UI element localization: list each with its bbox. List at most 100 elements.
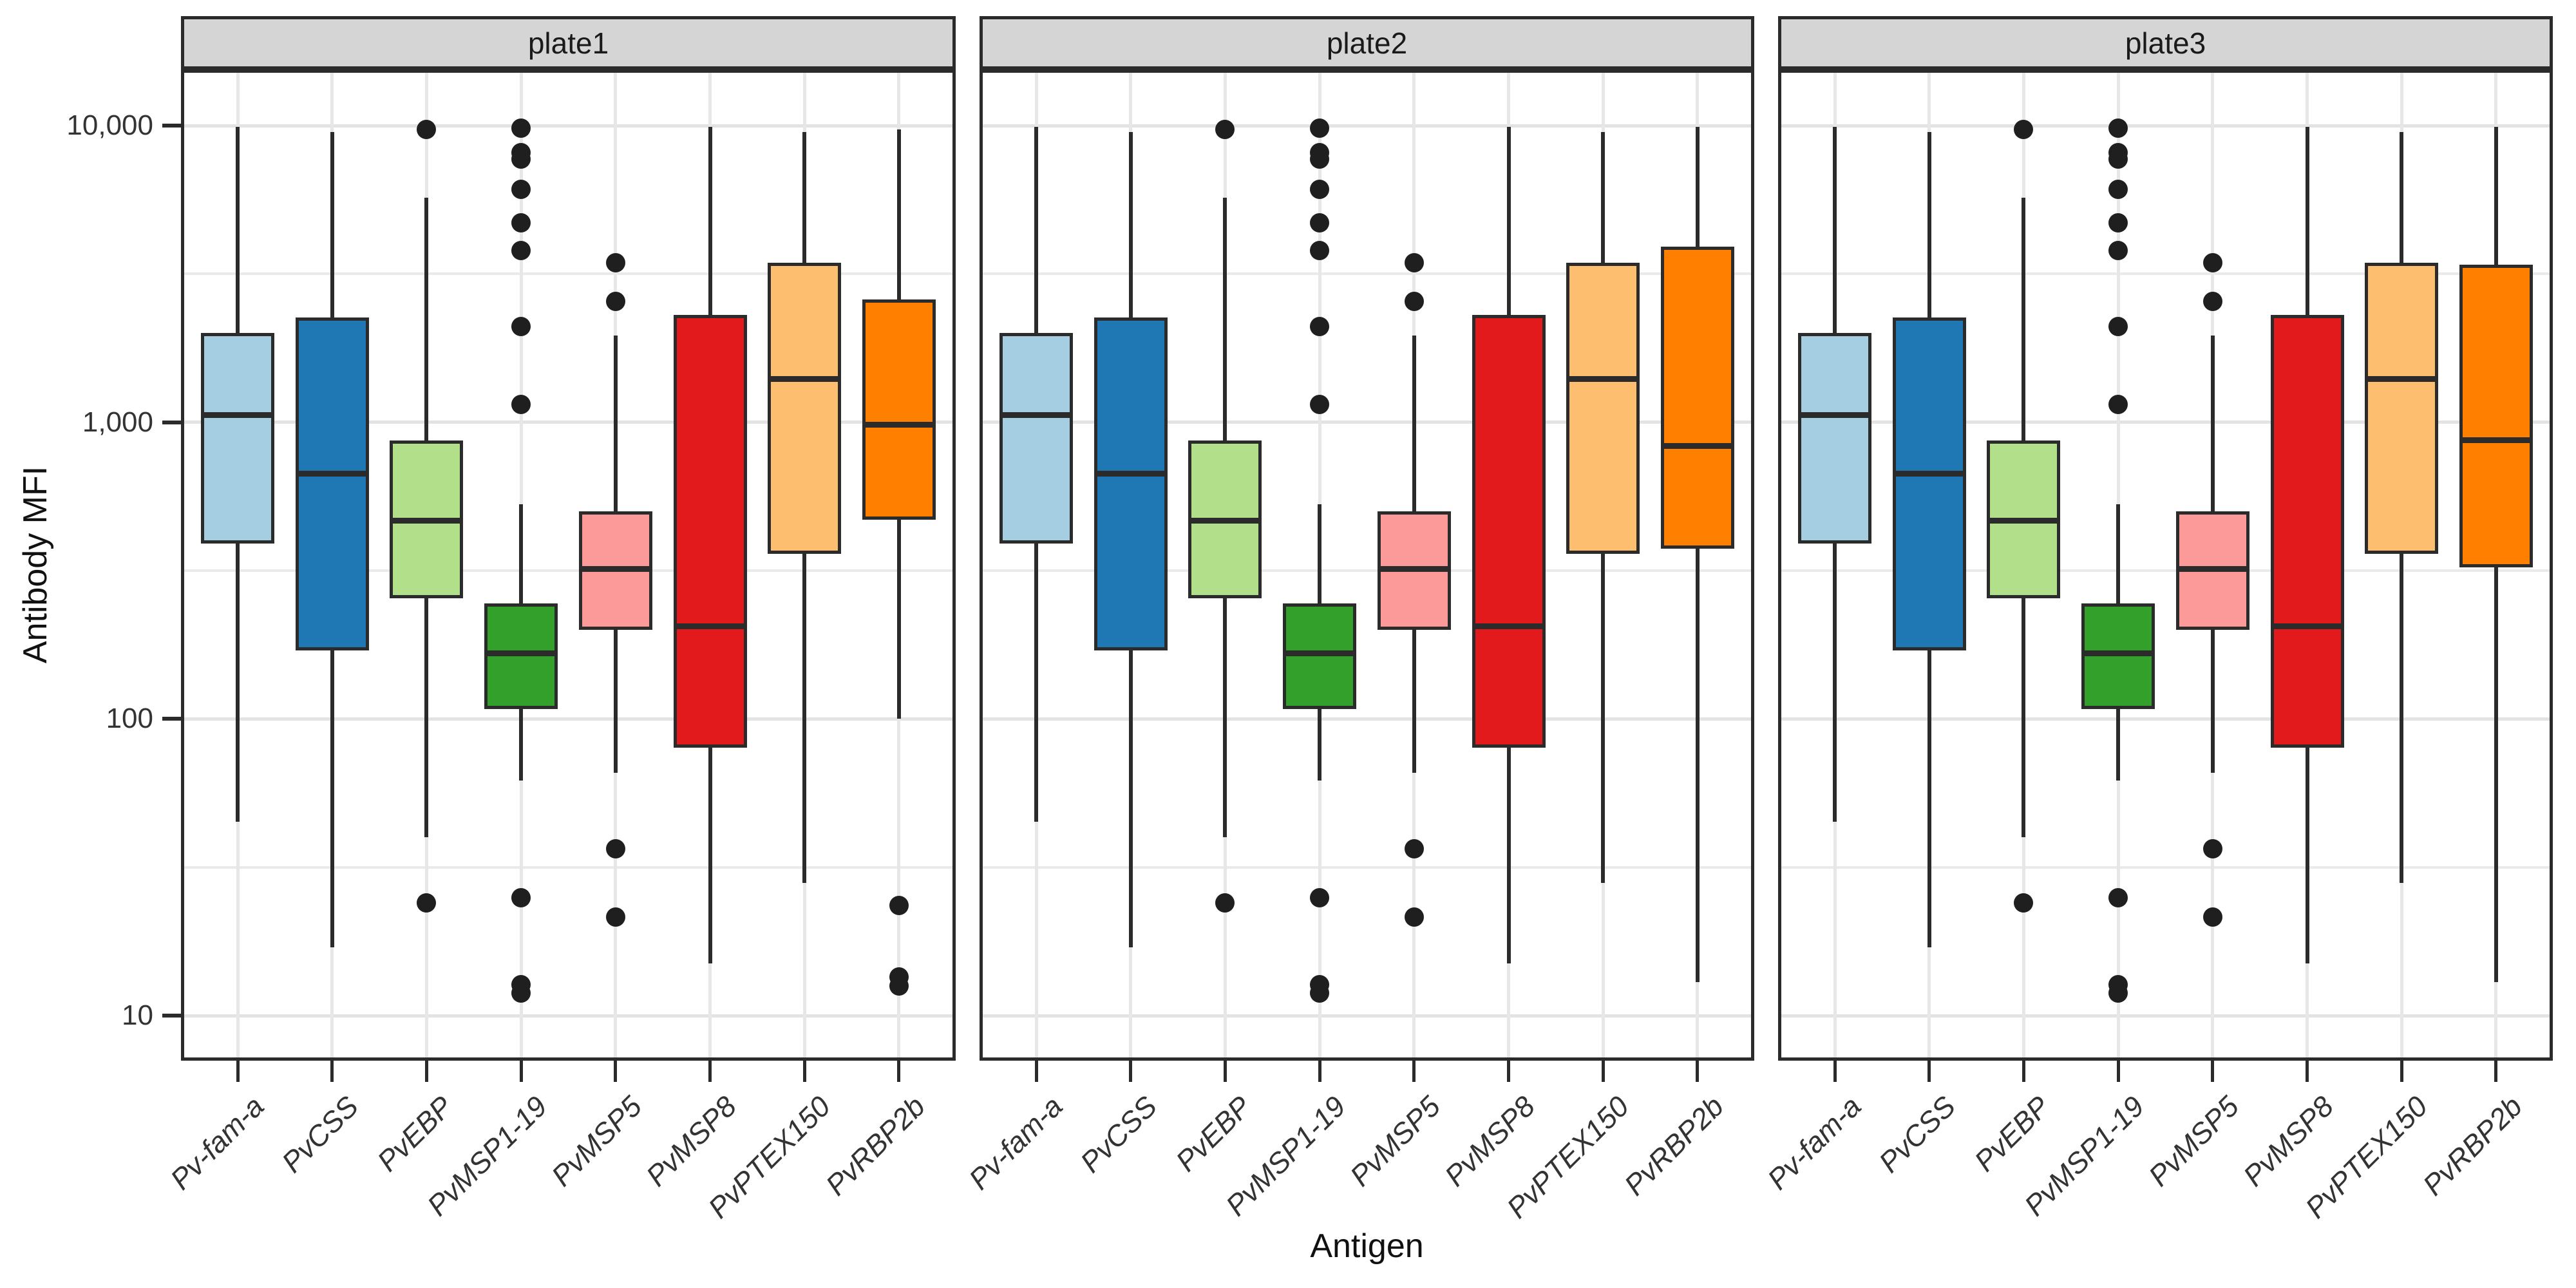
median-line-PvCSS bbox=[1094, 471, 1168, 477]
median-line-PvMSP8 bbox=[2270, 623, 2344, 630]
outlier-point bbox=[2014, 120, 2034, 140]
x-tick-label: PvCSS bbox=[1872, 1090, 1962, 1179]
x-tick-label: PvMSP5 bbox=[545, 1090, 648, 1193]
gridline-major bbox=[983, 421, 1751, 424]
outlier-point bbox=[2108, 887, 2128, 907]
median-line-PvRBP2b bbox=[1660, 443, 1734, 450]
x-tick bbox=[519, 1061, 523, 1082]
outlier-point bbox=[605, 252, 625, 272]
gridline-minor bbox=[983, 272, 1751, 276]
y-tick-label: 10,000 bbox=[66, 109, 153, 141]
x-tick-label: PvEBP bbox=[1169, 1090, 1258, 1178]
x-tick-label: PvMSP5 bbox=[2142, 1090, 2245, 1193]
outlier-point bbox=[1310, 179, 1330, 199]
gridline-major bbox=[184, 421, 952, 424]
outlier-point bbox=[1404, 907, 1424, 927]
gridline-minor bbox=[1781, 272, 2550, 276]
outlier-point bbox=[2202, 839, 2222, 859]
gridline-major bbox=[983, 124, 1751, 128]
median-line-PvEBP bbox=[390, 518, 464, 524]
y-tick-label: 100 bbox=[106, 703, 153, 735]
median-line-PvMSP1-19 bbox=[484, 650, 558, 657]
x-tick bbox=[897, 1061, 901, 1082]
outlier-point bbox=[511, 179, 531, 199]
x-tick bbox=[1223, 1061, 1227, 1082]
x-tick bbox=[1833, 1061, 1837, 1082]
y-axis-title: Antibody MFI bbox=[17, 466, 54, 664]
gridline-minor bbox=[184, 866, 952, 869]
x-tick-label: Pv-fam-a bbox=[1760, 1090, 1868, 1197]
facet-strip-label: plate3 bbox=[2125, 26, 2206, 60]
boxplot-PvPTEX150 bbox=[768, 262, 842, 554]
outlier-point bbox=[511, 394, 531, 414]
x-tick bbox=[1601, 1061, 1605, 1082]
boxplot-PvMSP8 bbox=[673, 315, 747, 748]
median-line-PvPTEX150 bbox=[768, 375, 842, 382]
outlier-point bbox=[2014, 893, 2034, 913]
boxplot-Pv-fam-a bbox=[999, 333, 1074, 544]
outlier-point bbox=[2108, 317, 2128, 337]
outlier-point bbox=[2108, 179, 2128, 199]
x-tick bbox=[708, 1061, 712, 1082]
median-line-PvMSP8 bbox=[673, 623, 747, 630]
boxplot-PvRBP2b bbox=[1660, 247, 1734, 549]
outlier-point bbox=[1310, 213, 1330, 233]
outlier-point bbox=[1310, 317, 1330, 337]
y-tick-label: 1,000 bbox=[82, 406, 153, 438]
outlier-point bbox=[1215, 893, 1235, 913]
outlier-point bbox=[2108, 118, 2128, 138]
median-line-PvCSS bbox=[1892, 471, 1966, 477]
facet-strip-plate3: plate3 bbox=[1778, 16, 2553, 70]
boxplot-PvMSP8 bbox=[2270, 315, 2344, 748]
median-line-PvMSP5 bbox=[578, 566, 652, 573]
outlier-point bbox=[2202, 907, 2222, 927]
outlier-point bbox=[889, 976, 909, 996]
x-tick bbox=[1318, 1061, 1321, 1082]
gridline-major bbox=[184, 717, 952, 721]
outlier-point bbox=[605, 907, 625, 927]
outlier-point bbox=[605, 839, 625, 859]
plot-panel-plate2 bbox=[980, 70, 1754, 1061]
outlier-point bbox=[511, 240, 531, 260]
x-tick bbox=[1696, 1061, 1700, 1082]
median-line-PvMSP8 bbox=[1472, 623, 1546, 630]
x-tick-label: PvRBP2b bbox=[1618, 1090, 1730, 1202]
median-line-PvMSP1-19 bbox=[2081, 650, 2155, 657]
whisker-PvRBP2b bbox=[1695, 127, 1700, 982]
median-line-PvMSP5 bbox=[2175, 566, 2249, 573]
gridline-major bbox=[1781, 1014, 2550, 1018]
median-line-PvRBP2b bbox=[862, 422, 936, 428]
facet-strip-label: plate2 bbox=[1326, 26, 1408, 60]
median-line-PvMSP5 bbox=[1377, 566, 1451, 573]
y-tick bbox=[162, 420, 181, 424]
x-tick bbox=[2306, 1061, 2309, 1082]
boxplot-PvRBP2b bbox=[862, 299, 936, 520]
outlier-point bbox=[1310, 118, 1330, 138]
boxplot-PvMSP8 bbox=[1472, 315, 1546, 748]
gridline-minor bbox=[1781, 569, 2550, 573]
outlier-point bbox=[511, 887, 531, 907]
outlier-point bbox=[1404, 839, 1424, 859]
x-tick bbox=[1034, 1061, 1038, 1082]
outlier-point bbox=[2108, 240, 2128, 260]
outlier-point bbox=[605, 292, 625, 312]
outlier-point bbox=[1310, 149, 1330, 169]
outlier-point bbox=[889, 896, 909, 916]
outlier-point bbox=[511, 213, 531, 233]
x-tick bbox=[2400, 1061, 2403, 1082]
boxplot-PvPTEX150 bbox=[2365, 262, 2439, 554]
facet-strip-label: plate1 bbox=[527, 26, 609, 60]
y-tick-label: 10 bbox=[122, 999, 153, 1032]
gridline-minor bbox=[184, 272, 952, 276]
outlier-point bbox=[511, 118, 531, 138]
outlier-point bbox=[511, 317, 531, 337]
outlier-point bbox=[1404, 252, 1424, 272]
median-line-PvEBP bbox=[1188, 518, 1262, 524]
gridline-minor bbox=[983, 569, 1751, 573]
x-tick-label: PvRBP2b bbox=[819, 1090, 932, 1202]
boxplot-PvRBP2b bbox=[2459, 264, 2533, 567]
x-tick bbox=[1129, 1061, 1133, 1082]
x-tick bbox=[236, 1061, 240, 1082]
median-line-Pv-fam-a bbox=[999, 412, 1074, 418]
